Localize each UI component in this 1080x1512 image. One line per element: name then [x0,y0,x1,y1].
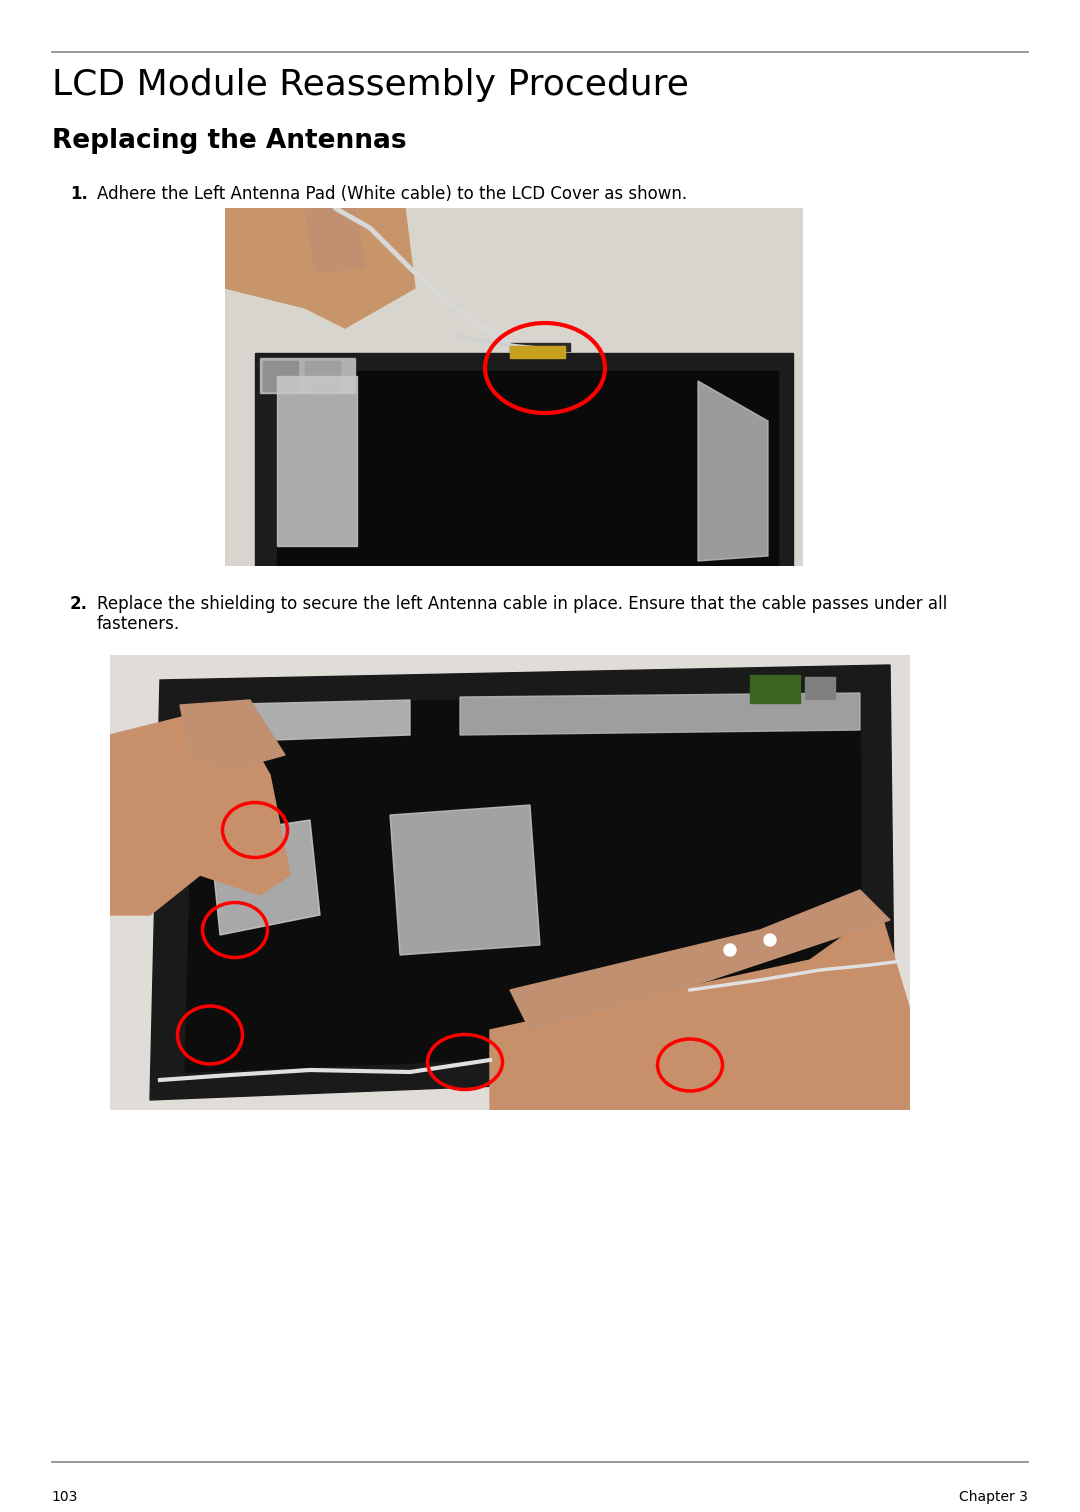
Polygon shape [110,705,291,915]
Polygon shape [390,804,540,956]
Polygon shape [150,665,895,1101]
Polygon shape [180,700,285,770]
Bar [805,677,835,699]
Polygon shape [460,692,860,735]
Ellipse shape [724,943,735,956]
Polygon shape [305,209,365,274]
Text: 2.: 2. [70,596,87,612]
Bar [510,343,570,351]
Ellipse shape [764,934,777,947]
Polygon shape [225,209,415,328]
Text: Chapter 3: Chapter 3 [959,1489,1028,1504]
Text: 1.: 1. [70,184,87,203]
Text: Replace the shielding to secure the left Antenna cable in place. Ensure that the: Replace the shielding to secure the left… [97,596,947,612]
Bar [276,370,778,565]
Text: Adhere the Left Antenna Pad (White cable) to the LCD Cover as shown.: Adhere the Left Antenna Pad (White cable… [97,184,687,203]
Bar [510,346,565,358]
Text: 103: 103 [52,1489,78,1504]
Bar [750,674,800,703]
Polygon shape [210,820,320,934]
Bar [260,358,355,393]
Polygon shape [698,381,768,561]
Polygon shape [195,700,410,742]
Polygon shape [510,891,890,1030]
Bar [276,376,357,546]
Polygon shape [185,692,862,1072]
Text: Replacing the Antennas: Replacing the Antennas [52,129,406,154]
Polygon shape [490,910,910,1110]
Polygon shape [255,352,793,565]
Bar [305,361,340,392]
Text: LCD Module Reassembly Procedure: LCD Module Reassembly Procedure [52,68,689,101]
Bar [264,361,298,392]
Text: fasteners.: fasteners. [97,615,180,634]
